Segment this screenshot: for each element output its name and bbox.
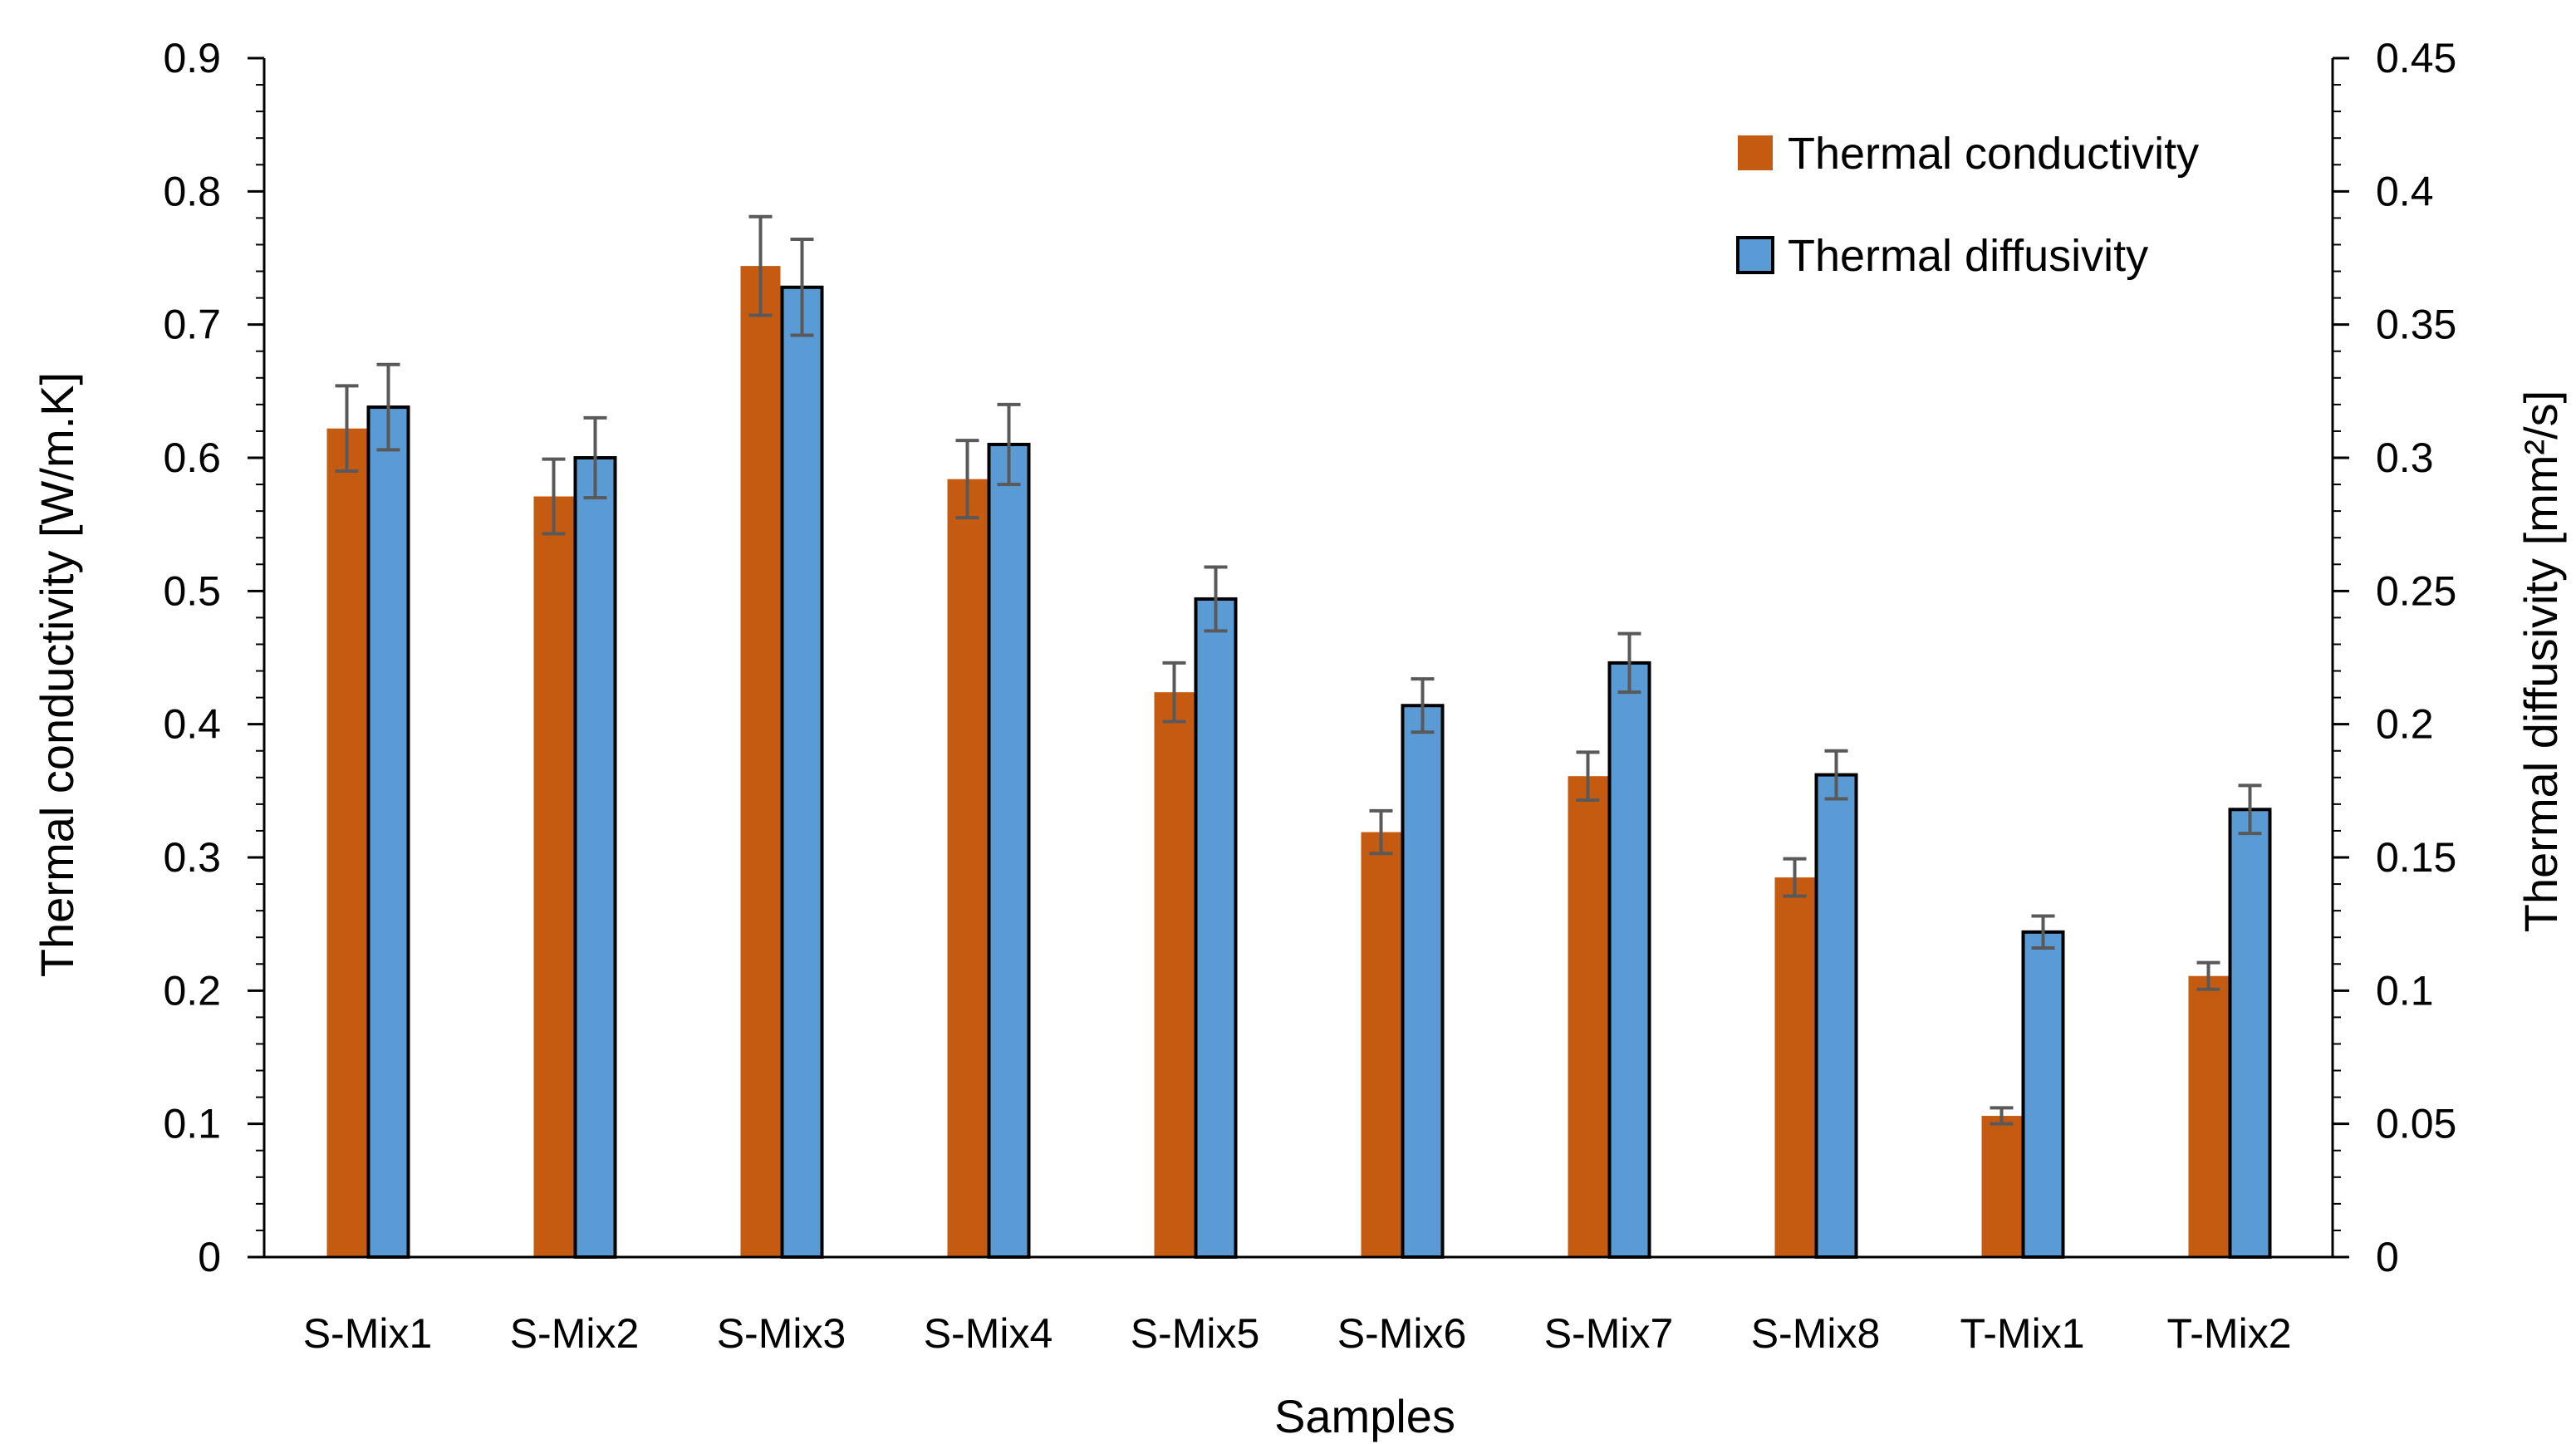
y-tick-label: 0.4: [163, 701, 221, 748]
error-bar: [583, 415, 607, 500]
y2-tick-label: 0: [2376, 1234, 2399, 1280]
error-bar: [1990, 1106, 2014, 1126]
y2-tick-label: 0.35: [2376, 302, 2456, 348]
y-tick-label: 0: [198, 1234, 221, 1280]
y-tick-label: 0.3: [163, 834, 221, 881]
bar-thermal-diffusivity: [366, 405, 410, 1260]
bar-thermal-conductivity: [1154, 692, 1195, 1257]
axes: [263, 58, 2334, 1259]
x-tick-label: S-Mix7: [1544, 1310, 1674, 1357]
error-bar: [748, 214, 773, 317]
y2-tick-label: 0.15: [2376, 834, 2456, 881]
x-tick-label: T-Mix1: [1960, 1310, 2085, 1357]
legend-label: Thermal diffusivity: [1788, 231, 2148, 281]
legend-swatch: [1738, 135, 1773, 170]
y2-tick-label: 0.45: [2376, 35, 2456, 81]
bar-thermal-conductivity: [740, 266, 781, 1257]
error-bar: [1204, 565, 1228, 633]
error-bar: [1411, 677, 1435, 734]
legend-label: Thermal conductivity: [1788, 129, 2199, 179]
error-bar: [1369, 808, 1393, 856]
error-bar: [790, 238, 814, 337]
bar-thermal-diffusivity: [1814, 773, 1858, 1259]
error-bar: [997, 402, 1021, 487]
x-tick-label: S-Mix2: [510, 1310, 640, 1357]
bar-thermal-diffusivity: [987, 442, 1031, 1259]
y-tick-label: 0.2: [163, 967, 221, 1014]
error-bar: [2238, 783, 2262, 836]
legend-item-thermal-conductivity: Thermal conductivity: [1738, 129, 2199, 179]
bar-thermal-conductivity: [533, 496, 574, 1257]
bar-thermal-diffusivity: [2228, 808, 2272, 1259]
y2-tick-label: 0.05: [2376, 1101, 2456, 1147]
x-axis-title: Samples: [1274, 1390, 1455, 1442]
bar-thermal-diffusivity: [2021, 930, 2065, 1259]
bar-thermal-diffusivity: [1194, 597, 1238, 1259]
error-bar: [2031, 914, 2055, 950]
y-tick-label: 0.7: [163, 302, 221, 348]
x-tick-label: S-Mix5: [1131, 1310, 1260, 1357]
x-tick-label: S-Mix1: [303, 1310, 433, 1357]
bar-thermal-conductivity: [1774, 877, 1815, 1257]
error-bar: [1783, 857, 1807, 898]
legend-swatch: [1736, 236, 1774, 274]
axis-ticks: [248, 56, 2349, 1259]
y-tick-label: 0.6: [163, 435, 221, 481]
error-bar: [335, 384, 359, 474]
y-axis-title: Thermal conductivity [W/m.K]: [31, 372, 83, 977]
error-bars: [335, 214, 2262, 1126]
error-bar: [955, 439, 979, 520]
bar-thermal-conductivity: [947, 479, 988, 1257]
tick-labels: 0 0.1 0.2 0.3 0.4 0.5 0.6 0.7 0.8 0.9 0 0.05 0.1 0.15…: [163, 35, 2456, 1357]
bar-thermal-diffusivity: [1607, 661, 1651, 1259]
bar-thermal-conductivity: [326, 428, 367, 1257]
y2-tick-label: 0.2: [2376, 701, 2434, 748]
y-tick-label: 0.9: [163, 35, 221, 81]
bar-thermal-conductivity: [1361, 832, 1401, 1257]
error-bar: [376, 362, 400, 452]
x-tick-label: S-Mix6: [1337, 1310, 1467, 1357]
error-bar: [1162, 661, 1186, 724]
x-tick-label: S-Mix4: [924, 1310, 1053, 1357]
bar-thermal-diffusivity: [780, 285, 824, 1260]
x-tick-label: S-Mix8: [1751, 1310, 1881, 1357]
y2-tick-label: 0.4: [2376, 168, 2434, 214]
y2-tick-label: 0.1: [2376, 967, 2434, 1014]
y-tick-label: 0.5: [163, 567, 221, 614]
bars: [326, 266, 2272, 1260]
y2-tick-label: 0.3: [2376, 435, 2434, 481]
bar-thermal-conductivity: [2188, 975, 2229, 1257]
y2-axis-title: Thermal diffusivity [mm²/s]: [2515, 390, 2567, 932]
legend: Thermal conductivity Thermal diffusivity: [1736, 129, 2199, 281]
error-bar: [2196, 960, 2220, 991]
error-bar: [1824, 749, 1848, 801]
x-tick-label: T-Mix2: [2167, 1310, 2292, 1357]
y-tick-label: 0.1: [163, 1101, 221, 1147]
y2-tick-label: 0.25: [2376, 567, 2456, 614]
y-tick-label: 0.8: [163, 168, 221, 214]
bar-thermal-conductivity: [1568, 776, 1608, 1257]
x-tick-label: S-Mix3: [717, 1310, 846, 1357]
bar-thermal-diffusivity: [1401, 704, 1445, 1259]
error-bar: [1617, 631, 1641, 695]
error-bar: [542, 457, 566, 536]
bar-thermal-conductivity: [1981, 1116, 2022, 1257]
legend-item-thermal-diffusivity: Thermal diffusivity: [1736, 231, 2148, 281]
bar-thermal-diffusivity: [573, 456, 617, 1259]
error-bar: [1576, 750, 1600, 803]
